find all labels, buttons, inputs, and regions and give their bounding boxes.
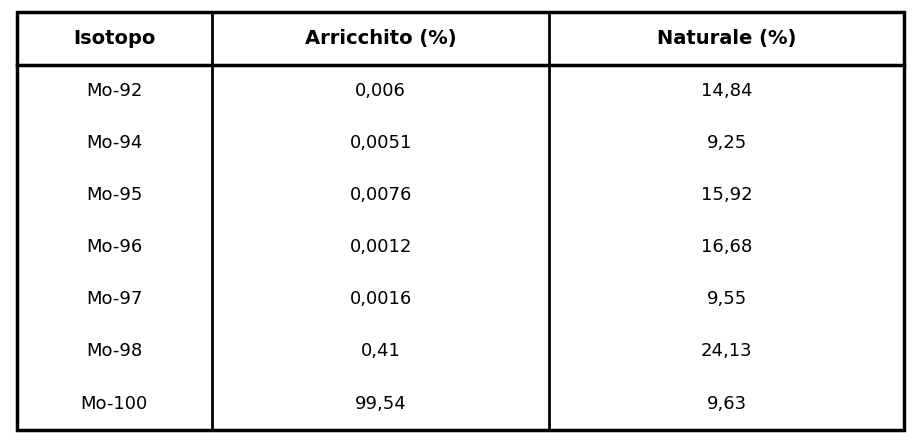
Text: 0,41: 0,41 bbox=[361, 343, 401, 360]
Text: 16,68: 16,68 bbox=[701, 238, 752, 256]
Text: Naturale (%): Naturale (%) bbox=[658, 29, 797, 48]
Text: 14,84: 14,84 bbox=[701, 82, 752, 99]
Text: Isotopo: Isotopo bbox=[73, 29, 156, 48]
Text: 9,63: 9,63 bbox=[706, 395, 747, 412]
Text: 9,55: 9,55 bbox=[706, 290, 747, 308]
Text: Mo-100: Mo-100 bbox=[81, 395, 148, 412]
Text: 24,13: 24,13 bbox=[701, 343, 752, 360]
Text: Mo-97: Mo-97 bbox=[86, 290, 143, 308]
Text: Mo-94: Mo-94 bbox=[86, 134, 143, 152]
Text: Mo-98: Mo-98 bbox=[87, 343, 143, 360]
Text: 9,25: 9,25 bbox=[706, 134, 747, 152]
Text: 0,0012: 0,0012 bbox=[349, 238, 412, 256]
Text: 0,006: 0,006 bbox=[356, 82, 406, 99]
Text: 0,0051: 0,0051 bbox=[349, 134, 412, 152]
Text: 0,0016: 0,0016 bbox=[349, 290, 412, 308]
Text: Mo-95: Mo-95 bbox=[86, 186, 143, 204]
Text: Arricchito (%): Arricchito (%) bbox=[305, 29, 457, 48]
Text: 15,92: 15,92 bbox=[701, 186, 752, 204]
Text: 0,0076: 0,0076 bbox=[349, 186, 412, 204]
Text: Mo-92: Mo-92 bbox=[86, 82, 143, 99]
Text: Mo-96: Mo-96 bbox=[87, 238, 143, 256]
Text: 99,54: 99,54 bbox=[355, 395, 406, 412]
